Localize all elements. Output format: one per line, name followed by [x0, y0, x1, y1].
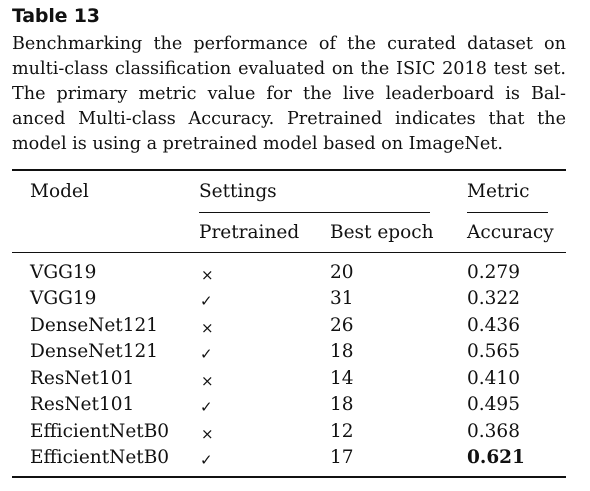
cell-best-epoch: 14	[330, 368, 354, 389]
cell-accuracy-best: 0.621	[467, 447, 525, 468]
cell-best-epoch: 20	[330, 262, 354, 283]
header-best-epoch: Best epoch	[330, 222, 434, 243]
cell-best-epoch: 18	[330, 394, 354, 415]
cell-best-epoch: 26	[330, 315, 354, 336]
caption-line: Benchmarking the performance of the cura…	[12, 34, 566, 54]
cell-best-epoch: 17	[330, 447, 354, 468]
cell-best-epoch: 31	[330, 288, 354, 309]
cell-model: EfficientNetB0	[30, 447, 170, 468]
caption-line: The primary metric value for the live le…	[12, 84, 566, 104]
metric-rule	[467, 212, 548, 214]
caption-line: multi-class classification evaluated on …	[12, 59, 566, 79]
header-accuracy: Accuracy	[467, 222, 554, 243]
cross-icon: ×	[201, 266, 214, 284]
cell-accuracy: 0.495	[467, 394, 520, 415]
cell-accuracy: 0.279	[467, 262, 520, 283]
cell-best-epoch: 18	[330, 341, 354, 362]
header-rule	[12, 252, 566, 254]
cell-model: VGG19	[30, 262, 97, 283]
cell-best-epoch: 12	[330, 421, 354, 442]
check-icon: ✓	[200, 292, 213, 310]
header-settings: Settings	[199, 181, 277, 202]
cell-model: ResNet101	[30, 368, 135, 389]
check-icon: ✓	[200, 451, 213, 469]
cell-model: DenseNet121	[30, 315, 159, 336]
cell-model: DenseNet121	[30, 341, 159, 362]
check-icon: ✓	[200, 345, 213, 363]
table-caption: Benchmarking the performance of the cura…	[12, 32, 566, 157]
header-model: Model	[30, 181, 89, 202]
cell-accuracy: 0.436	[467, 315, 520, 336]
header-metric: Metric	[467, 181, 530, 202]
caption-line: anced Multi-class Accuracy. Pretrained i…	[12, 109, 566, 129]
cross-icon: ×	[201, 319, 214, 337]
top-rule	[12, 169, 566, 171]
cell-accuracy: 0.322	[467, 288, 520, 309]
header-pretrained: Pretrained	[199, 222, 300, 243]
cell-model: ResNet101	[30, 394, 135, 415]
cell-accuracy: 0.368	[467, 421, 520, 442]
cell-model: VGG19	[30, 288, 97, 309]
cell-model: EfficientNetB0	[30, 421, 170, 442]
cross-icon: ×	[201, 425, 214, 443]
bottom-rule	[12, 476, 566, 478]
caption-line: model is using a pretrained model based …	[12, 134, 503, 154]
cross-icon: ×	[201, 372, 214, 390]
settings-rule	[199, 212, 430, 214]
table-label: Table 13	[12, 5, 100, 27]
check-icon: ✓	[200, 398, 213, 416]
cell-accuracy: 0.565	[467, 341, 520, 362]
cell-accuracy: 0.410	[467, 368, 520, 389]
